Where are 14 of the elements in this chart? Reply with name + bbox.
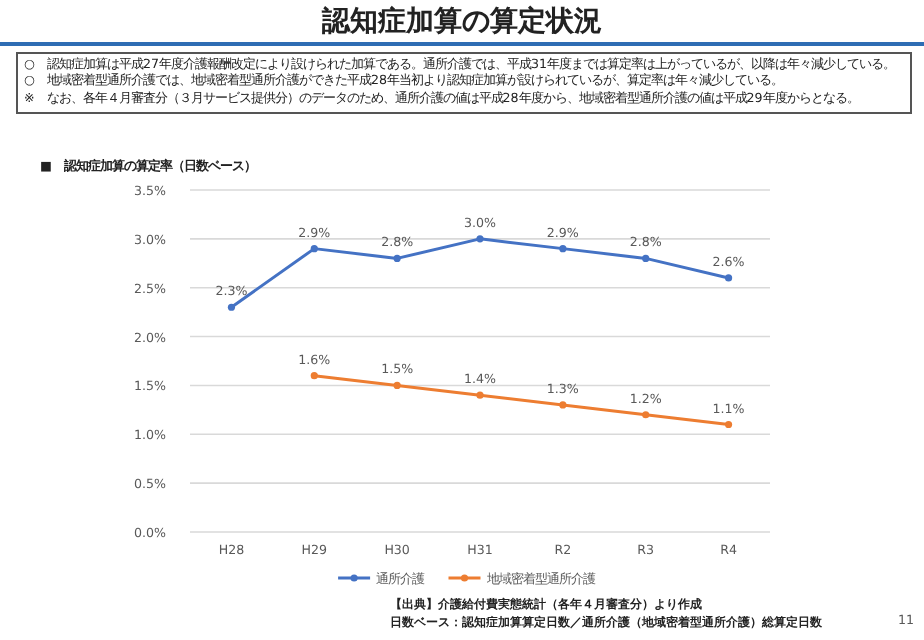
point xyxy=(642,411,650,419)
point xyxy=(724,274,733,282)
point xyxy=(310,372,318,380)
point xyxy=(724,420,733,429)
point xyxy=(310,245,318,253)
point xyxy=(476,235,484,243)
point xyxy=(476,391,484,399)
point xyxy=(393,381,401,390)
point xyxy=(559,401,567,409)
point xyxy=(227,303,236,311)
chart-title: 認知症加算の算定状況 xyxy=(319,4,604,40)
point xyxy=(642,254,650,262)
point xyxy=(393,254,401,262)
point xyxy=(559,245,567,253)
